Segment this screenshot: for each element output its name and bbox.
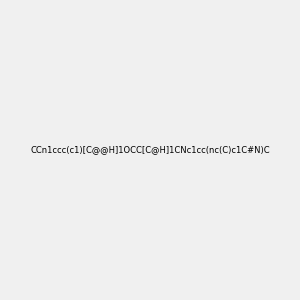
Text: CCn1ccc(c1)[C@@H]1OCC[C@H]1CNc1cc(nc(C)c1C#N)C: CCn1ccc(c1)[C@@H]1OCC[C@H]1CNc1cc(nc(C)c… (30, 146, 270, 154)
